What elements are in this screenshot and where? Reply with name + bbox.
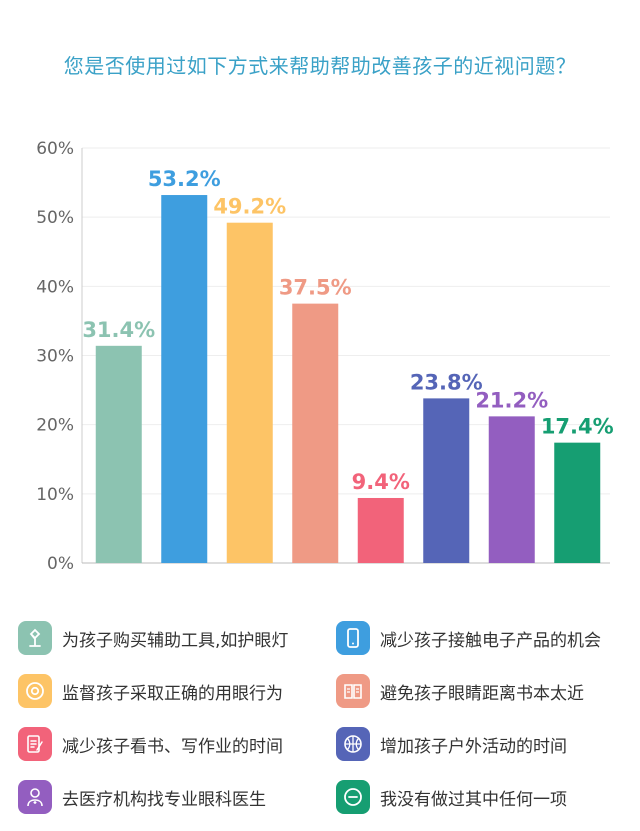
y-tick-label: 40% [36,277,74,297]
legend-item: 增加孩子户外活动的时间 [336,726,636,762]
phone-icon [336,621,370,655]
y-tick-label: 0% [47,554,74,574]
bar [292,303,339,563]
legend-label: 我没有做过其中任何一项 [380,789,567,810]
bar-value-label: 9.4% [352,470,410,494]
notebook-pen-icon [18,727,52,761]
bar-chart: 0% 10% 20% 30% 40% 50% 60% 31.4% 53.2% 49.2% 37.5… [36,139,614,574]
bar [357,497,404,563]
legend-label: 为孩子购买辅助工具,如护眼灯 [62,630,289,651]
bar-value-label: 37.5% [279,276,352,300]
bar-value-label: 49.2% [213,195,286,219]
desk-lamp-icon [18,621,52,655]
legend: 为孩子购买辅助工具,如护眼灯 减少孩子接触电子产品的机会 监督孩子采取正确的用眼… [18,620,628,815]
chart-title: 您是否使用过如下方式来帮助帮助改善孩子的近视问题？ [63,54,577,78]
eye-icon [18,674,52,708]
legend-item: 避免孩子眼睛距离书本太近 [336,673,636,709]
legend-label: 减少孩子接触电子产品的机会 [380,630,601,651]
bar-value-label: 23.8% [410,370,483,394]
y-tick-label: 50% [36,208,74,228]
legend-item: 去医疗机构找专业眼科医生 [18,779,336,815]
legend-label: 减少孩子看书、写作业的时间 [62,736,283,757]
bar [423,398,470,563]
bar-value-label: 31.4% [82,318,155,342]
legend-item: 减少孩子看书、写作业的时间 [18,726,336,762]
minus-circle-icon [336,780,370,814]
y-tick-label: 10% [36,485,74,505]
legend-item: 减少孩子接触电子产品的机会 [336,620,636,656]
legend-label: 去医疗机构找专业眼科医生 [62,789,266,810]
legend-label: 增加孩子户外活动的时间 [380,736,567,757]
legend-item: 我没有做过其中任何一项 [336,779,636,815]
legend-label: 避免孩子眼睛距离书本太近 [380,683,584,704]
doctor-icon [18,780,52,814]
y-tick-label: 60% [36,139,74,159]
legend-item: 监督孩子采取正确的用眼行为 [18,673,336,709]
bar [488,416,535,563]
bar [95,345,142,563]
book-icon [336,674,370,708]
basketball-icon [336,727,370,761]
bar [554,442,601,563]
bar-value-label: 21.2% [475,388,548,412]
bar-value-label: 17.4% [541,415,614,439]
legend-item: 为孩子购买辅助工具,如护眼灯 [18,620,336,656]
bar-value-label: 53.2% [148,167,221,191]
bar [226,222,273,563]
bar [161,195,208,564]
legend-label: 监督孩子采取正确的用眼行为 [62,683,283,704]
y-tick-label: 30% [36,347,74,367]
y-tick-label: 20% [36,416,74,436]
